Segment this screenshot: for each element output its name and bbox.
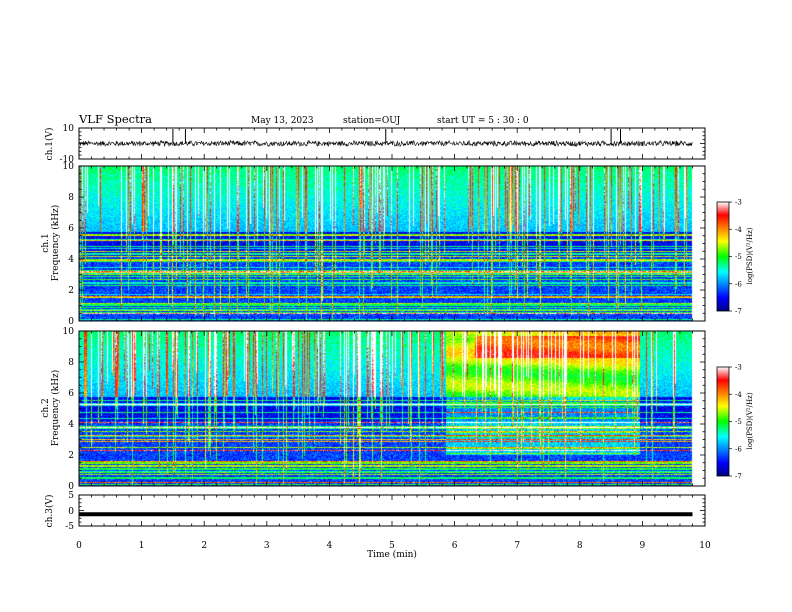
ch1-waveform-ylabel: ch.1(V) xyxy=(44,128,55,161)
ch1-waveform-trace xyxy=(78,129,693,148)
frequency-tick-label: 4 xyxy=(68,255,74,265)
x-tick-label: 9 xyxy=(640,541,646,551)
ch1-colorbar xyxy=(716,201,730,312)
colorbar-tick-label: -4 xyxy=(735,226,742,234)
ch1-spectrogram-canvas xyxy=(79,166,705,321)
ch3-ytick-top: 5 xyxy=(68,491,74,501)
colorbar-tick-label: -4 xyxy=(735,391,742,399)
ch2-colorbar-ticks: -3 -4 -5 -6 -7 xyxy=(729,364,742,481)
x-axis-label: Time (min) xyxy=(367,549,417,560)
ch3-ytick-bottom: -5 xyxy=(65,522,74,532)
colorbar-tick-label: -5 xyxy=(735,253,742,261)
ch3-waveform-ylabel: ch.3(V) xyxy=(44,495,55,528)
x-tick-label: 0 xyxy=(76,541,82,551)
ch3-ytick-middle: 0 xyxy=(68,507,74,517)
ch2-colorbar-label: log(PSD)(V²/Hz) xyxy=(746,392,754,449)
frequency-tick-label: 8 xyxy=(68,193,74,203)
frequency-tick-label: 6 xyxy=(68,389,74,399)
ch2-colorbar xyxy=(716,366,730,477)
ch1-spectrogram-ticks: 0 2 4 6 8 10 xyxy=(63,162,706,327)
ch1-ytick-top: 10 xyxy=(63,124,75,134)
x-tick-label: 3 xyxy=(264,541,270,551)
station-label: station=OUJ xyxy=(343,116,401,126)
colorbar-tick-label: -7 xyxy=(735,308,742,316)
colorbar-tick-label: -6 xyxy=(735,445,742,453)
x-tick-label: 6 xyxy=(452,541,458,551)
x-tick-label: 8 xyxy=(577,541,583,551)
colorbar-tick-label: -3 xyxy=(735,199,742,207)
x-tick-label: 7 xyxy=(514,541,520,551)
ch1-spectrogram-ylabel-channel: ch.1 xyxy=(41,233,51,252)
ch1-waveform-ticks xyxy=(78,127,706,160)
ch2-spectrogram-ticks: 0 2 4 6 8 10 xyxy=(63,327,706,492)
frequency-tick-label: 10 xyxy=(63,162,75,172)
ch1-waveform-panel: 10 -10 ch.1(V) xyxy=(44,124,706,165)
x-tick-labels: 0 1 2 3 4 5 6 7 8 9 10 xyxy=(76,541,711,551)
ch2-spectrogram-ylabel-frequency: Frequency (kHz) xyxy=(50,370,61,447)
frequency-tick-label: 6 xyxy=(68,224,74,234)
colorbar-tick-label: -3 xyxy=(735,364,742,372)
x-tick-label: 5 xyxy=(389,541,395,551)
x-tick-label: 2 xyxy=(201,541,207,551)
ch1-colorbar-label: log(PSD)(V²/Hz) xyxy=(746,227,754,284)
colorbar-tick-label: -5 xyxy=(735,418,742,426)
x-tick-label: 1 xyxy=(139,541,145,551)
colorbar-tick-label: -7 xyxy=(735,473,742,481)
ch3-waveform-ticks: 0 xyxy=(68,494,706,527)
x-tick-label: 4 xyxy=(327,541,333,551)
ch2-spectrogram-ylabel-channel: ch.2 xyxy=(41,398,51,417)
frequency-tick-label: 2 xyxy=(68,286,74,296)
frequency-tick-label: 2 xyxy=(68,451,74,461)
ch3-waveform-panel: 0 5 -5 ch.3(V) xyxy=(44,491,706,532)
frequency-tick-label: 10 xyxy=(63,327,75,337)
frequency-tick-label: 4 xyxy=(68,420,74,430)
frequency-tick-label: 0 xyxy=(68,482,74,492)
ch2-spectrogram-canvas xyxy=(79,331,705,486)
frequency-tick-label: 0 xyxy=(68,317,74,327)
frequency-tick-label: 8 xyxy=(68,358,74,368)
colorbar-tick-label: -6 xyxy=(735,280,742,288)
chart-title: VLF Spectra xyxy=(78,112,152,126)
ch1-colorbar-ticks: -3 -4 -5 -6 -7 xyxy=(729,199,742,316)
date-label: May 13, 2023 xyxy=(251,116,314,126)
start-time-label: start UT = 5 : 30 : 0 xyxy=(437,116,529,126)
ch1-ytick-bottom: -10 xyxy=(60,155,75,165)
ch1-spectrogram-ylabel-frequency: Frequency (kHz) xyxy=(50,205,61,282)
x-tick-label: 10 xyxy=(699,541,711,551)
